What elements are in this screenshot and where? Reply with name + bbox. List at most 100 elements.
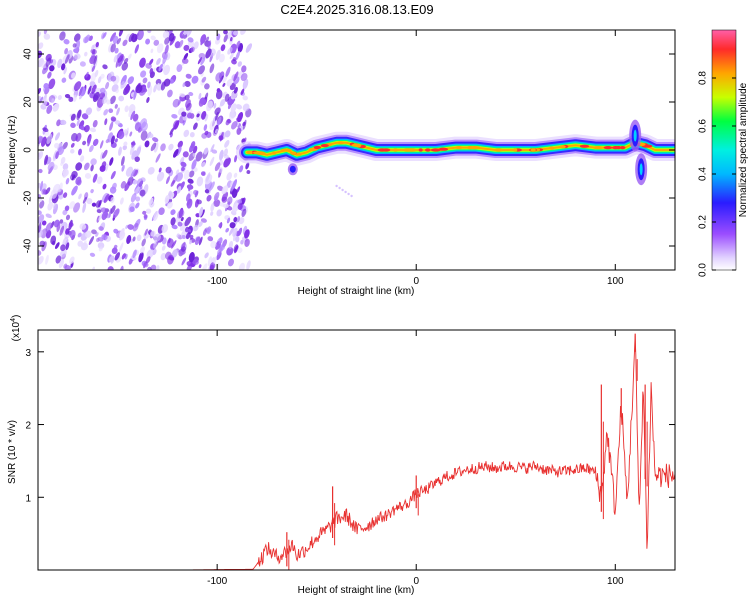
noise-blob bbox=[156, 57, 161, 66]
noise-blob bbox=[218, 53, 225, 63]
noise-blob bbox=[91, 84, 97, 94]
noise-blob bbox=[204, 92, 209, 100]
noise-blob bbox=[130, 168, 136, 179]
noise-blob bbox=[246, 260, 251, 270]
noise-blob bbox=[129, 144, 135, 155]
signal-hotspot bbox=[392, 148, 399, 152]
noise-blob bbox=[70, 149, 75, 154]
noise-blob bbox=[232, 57, 237, 62]
noise-blob bbox=[125, 127, 129, 138]
signal-hotspot bbox=[603, 146, 613, 150]
noise-blob bbox=[225, 227, 230, 233]
noise-blob bbox=[236, 215, 241, 223]
noise-blob bbox=[221, 185, 229, 195]
noise-blob bbox=[180, 216, 184, 222]
noise-blob bbox=[95, 87, 102, 94]
burst-peak bbox=[639, 163, 643, 176]
noise-blob bbox=[53, 219, 60, 228]
noise-blob bbox=[158, 167, 162, 173]
noise-blob bbox=[108, 108, 114, 114]
noise-blob bbox=[219, 149, 224, 161]
noise-blob bbox=[231, 120, 238, 130]
noise-blob bbox=[178, 39, 184, 49]
noise-blob bbox=[90, 48, 97, 55]
noise-blob bbox=[153, 210, 159, 221]
noise-blob bbox=[242, 119, 247, 130]
noise-blob bbox=[155, 265, 160, 270]
noise-blob bbox=[101, 161, 107, 168]
noise-blob bbox=[97, 242, 105, 249]
noise-blob bbox=[104, 118, 108, 126]
noise-blob bbox=[185, 232, 191, 240]
noise-blob bbox=[109, 255, 115, 263]
noise-blob bbox=[149, 58, 154, 66]
noise-blob bbox=[43, 30, 48, 35]
noise-blob bbox=[109, 157, 114, 166]
noise-blob bbox=[101, 210, 108, 221]
noise-blob bbox=[176, 233, 180, 238]
noise-blob bbox=[143, 214, 148, 219]
noise-blob bbox=[100, 207, 108, 213]
noise-blob bbox=[210, 240, 217, 249]
snr-frame bbox=[37, 329, 676, 571]
noise-blob bbox=[223, 34, 228, 43]
noise-blob bbox=[220, 44, 226, 52]
noise-blob bbox=[101, 32, 105, 40]
signal-hotspot bbox=[313, 145, 321, 150]
noise-blob bbox=[84, 51, 88, 57]
noise-blob bbox=[147, 132, 154, 138]
noise-blob bbox=[93, 54, 98, 66]
noise-blob bbox=[109, 95, 116, 105]
noise-region bbox=[38, 30, 253, 270]
noise-blob bbox=[153, 39, 160, 46]
noise-blob bbox=[166, 201, 173, 209]
noise-blob bbox=[227, 47, 233, 55]
noise-blob bbox=[136, 234, 142, 242]
colorbar-ticks: 0.0 0.2 0.4 0.6 0.8 bbox=[698, 71, 736, 277]
noise-blob bbox=[119, 197, 124, 205]
noise-blob bbox=[48, 78, 56, 90]
noise-blob bbox=[46, 104, 53, 114]
noise-blob bbox=[88, 235, 95, 246]
noise-blob bbox=[215, 262, 220, 270]
noise-blob bbox=[54, 242, 60, 250]
noise-blob bbox=[237, 199, 243, 205]
noise-blob bbox=[70, 113, 76, 121]
noise-blob bbox=[59, 31, 66, 41]
noise-blob bbox=[135, 146, 142, 157]
noise-blob bbox=[136, 178, 144, 187]
noise-blob bbox=[171, 249, 178, 258]
noise-blob bbox=[90, 52, 96, 62]
noise-blob bbox=[96, 237, 100, 243]
noise-blob bbox=[235, 104, 243, 110]
burst-dot bbox=[347, 192, 350, 196]
noise-blob bbox=[163, 64, 171, 76]
noise-blob bbox=[214, 128, 219, 134]
signal-hotspot bbox=[271, 151, 277, 155]
noise-blob bbox=[165, 175, 171, 185]
noise-blob bbox=[148, 197, 154, 206]
noise-blob bbox=[140, 70, 147, 78]
noise-blob bbox=[182, 82, 186, 88]
noise-blob bbox=[177, 96, 183, 106]
noise-blob bbox=[82, 202, 87, 213]
noise-blob bbox=[56, 119, 61, 127]
noise-blob bbox=[165, 251, 172, 260]
noise-blob bbox=[38, 31, 41, 38]
noise-blob bbox=[73, 48, 78, 53]
signal-hotspot bbox=[548, 146, 555, 150]
snr-xtick-label: -100 bbox=[207, 576, 227, 587]
noise-blob bbox=[216, 209, 222, 217]
noise-blob bbox=[207, 236, 214, 242]
noise-blob bbox=[112, 35, 119, 44]
noise-blob bbox=[65, 214, 71, 221]
noise-blob bbox=[62, 236, 69, 247]
burst-dot bbox=[335, 184, 338, 188]
noise-blob bbox=[201, 76, 207, 83]
noise-blob bbox=[111, 182, 117, 190]
noise-blob bbox=[152, 137, 159, 143]
spectral-burst bbox=[335, 184, 353, 198]
noise-blob bbox=[42, 127, 49, 133]
signal-hotspot bbox=[425, 148, 431, 152]
noise-blob bbox=[78, 86, 83, 97]
